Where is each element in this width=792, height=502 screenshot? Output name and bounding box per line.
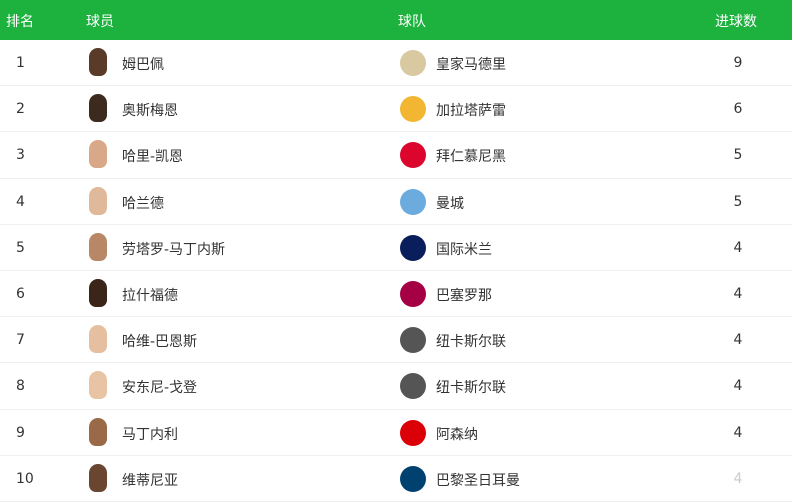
player-avatar bbox=[89, 186, 107, 215]
header-team: 球队 bbox=[398, 14, 426, 30]
rank-cell: 5 bbox=[16, 239, 25, 256]
team-crest-icon bbox=[400, 327, 426, 354]
team-crest-icon bbox=[400, 96, 426, 123]
team-crest-icon bbox=[400, 465, 426, 492]
table-row[interactable]: 10 维蒂尼亚 巴黎圣日耳曼 4 bbox=[0, 456, 792, 502]
player-avatar bbox=[89, 417, 107, 446]
player-name[interactable]: 哈维-巴恩斯 bbox=[122, 334, 198, 351]
goals-cell: 4 bbox=[733, 285, 743, 302]
player-avatar bbox=[89, 232, 107, 261]
table-row[interactable]: 4 哈兰德 曼城 5 bbox=[0, 179, 792, 225]
player-name[interactable]: 维蒂尼亚 bbox=[122, 472, 178, 489]
player-avatar bbox=[89, 94, 107, 123]
player-name[interactable]: 哈兰德 bbox=[122, 195, 164, 212]
table-row[interactable]: 9 马丁内利 阿森纳 4 bbox=[0, 410, 792, 456]
header-rank: 排名 bbox=[6, 14, 34, 30]
goals-cell: 5 bbox=[733, 147, 743, 164]
goals-cell: 4 bbox=[733, 239, 743, 256]
team-crest-icon bbox=[400, 188, 426, 215]
rank-cell: 9 bbox=[16, 424, 25, 441]
team-name[interactable]: 阿森纳 bbox=[436, 426, 478, 443]
team-name[interactable]: 巴黎圣日耳曼 bbox=[436, 472, 520, 489]
player-avatar bbox=[89, 48, 107, 76]
team-name[interactable]: 曼城 bbox=[436, 195, 464, 212]
team-name[interactable]: 国际米兰 bbox=[436, 241, 492, 258]
player-avatar bbox=[89, 140, 107, 169]
team-crest-icon bbox=[400, 50, 426, 76]
rank-cell: 3 bbox=[16, 147, 25, 164]
team-name[interactable]: 加拉塔萨雷 bbox=[436, 103, 506, 120]
rank-cell: 4 bbox=[16, 193, 25, 210]
table-row[interactable]: 2 奥斯梅恩 加拉塔萨雷 6 bbox=[0, 86, 792, 133]
player-avatar bbox=[89, 371, 107, 400]
team-name[interactable]: 巴塞罗那 bbox=[436, 287, 492, 304]
team-name[interactable]: 皇家马德里 bbox=[436, 57, 506, 73]
rank-cell: 10 bbox=[16, 470, 34, 487]
table-row[interactable]: 3 哈里-凯恩 拜仁慕尼黑 5 bbox=[0, 132, 792, 179]
header-goals: 进球数 bbox=[715, 14, 757, 30]
table-header: 排名 球员 球队 进球数 bbox=[0, 0, 792, 40]
table-row[interactable]: 8 安东尼-戈登 纽卡斯尔联 4 bbox=[0, 363, 792, 410]
player-avatar bbox=[89, 325, 107, 354]
player-avatar bbox=[89, 278, 107, 307]
table-row[interactable]: 1 姆巴佩 皇家马德里 9 bbox=[0, 40, 792, 87]
table-row[interactable]: 6 拉什福德 巴塞罗那 4 bbox=[0, 271, 792, 318]
team-crest-icon bbox=[400, 419, 426, 446]
goals-cell: 9 bbox=[733, 55, 743, 71]
player-name[interactable]: 奥斯梅恩 bbox=[122, 103, 178, 120]
goals-cell: 4 bbox=[733, 424, 743, 441]
rank-cell: 1 bbox=[16, 55, 25, 71]
player-avatar bbox=[89, 463, 107, 492]
table-row[interactable]: 7 哈维-巴恩斯 纽卡斯尔联 4 bbox=[0, 317, 792, 364]
goals-cell: 4 bbox=[733, 378, 743, 395]
team-name[interactable]: 纽卡斯尔联 bbox=[436, 380, 506, 397]
player-name[interactable]: 哈里-凯恩 bbox=[122, 149, 184, 166]
rank-cell: 2 bbox=[16, 101, 25, 118]
table-row[interactable]: 5 劳塔罗-马丁内斯 国际米兰 4 bbox=[0, 225, 792, 271]
team-crest-icon bbox=[400, 373, 426, 400]
rank-cell: 6 bbox=[16, 285, 25, 302]
player-name[interactable]: 安东尼-戈登 bbox=[122, 380, 198, 397]
team-name[interactable]: 纽卡斯尔联 bbox=[436, 334, 506, 351]
goals-cell: 4 bbox=[733, 332, 743, 349]
goals-cell: 4 bbox=[733, 470, 743, 487]
player-name[interactable]: 劳塔罗-马丁内斯 bbox=[122, 241, 226, 258]
goals-cell: 5 bbox=[733, 193, 743, 210]
header-player: 球员 bbox=[86, 14, 114, 30]
team-name[interactable]: 拜仁慕尼黑 bbox=[436, 149, 506, 166]
player-name[interactable]: 姆巴佩 bbox=[122, 57, 164, 73]
player-name[interactable]: 拉什福德 bbox=[122, 287, 178, 304]
team-crest-icon bbox=[400, 280, 426, 307]
rank-cell: 7 bbox=[16, 332, 25, 349]
player-name[interactable]: 马丁内利 bbox=[122, 426, 178, 443]
goals-cell: 6 bbox=[733, 101, 743, 118]
rank-cell: 8 bbox=[16, 378, 25, 395]
team-crest-icon bbox=[400, 142, 426, 169]
team-crest-icon bbox=[400, 234, 426, 261]
